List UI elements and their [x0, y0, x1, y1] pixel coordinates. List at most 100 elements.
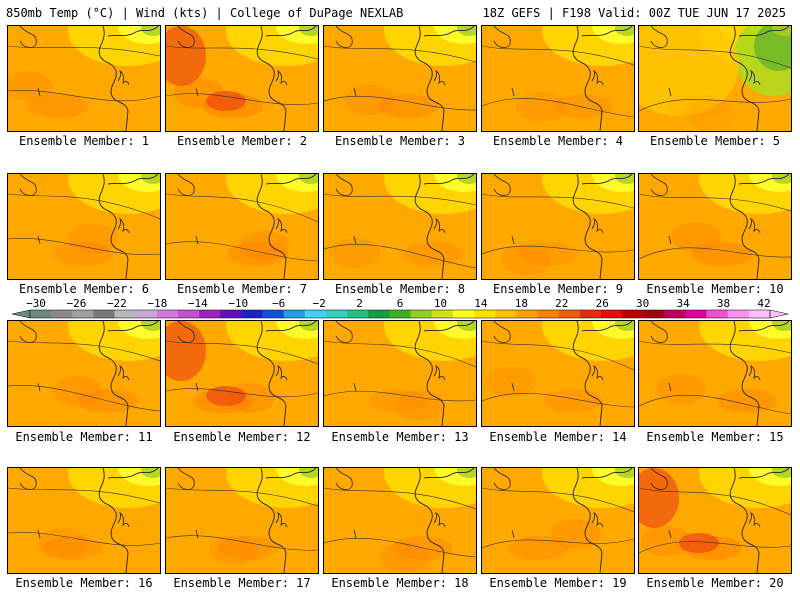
temperature-map [166, 26, 318, 131]
colorbar-tick-label: 6 [396, 297, 404, 310]
ensemble-member-label: Ensemble Member: 13 [331, 430, 469, 444]
ensemble-map-panel [323, 467, 477, 574]
ensemble-member-label: Ensemble Member: 1 [18, 134, 150, 148]
colorbar-swatch [72, 310, 94, 318]
temperature-colorbar [12, 309, 788, 319]
temperature-map [8, 174, 160, 279]
ensemble-map-panel [165, 25, 319, 132]
ensemble-member-label: Ensemble Member: 4 [492, 134, 624, 148]
colorbar-tick-label: −14 [187, 297, 208, 310]
colorbar-swatch [727, 310, 750, 318]
temperature-map [639, 321, 791, 426]
colorbar-swatch [558, 310, 581, 318]
map-title: 850mb Temp (°C) | Wind (kts) | College o… [6, 6, 404, 20]
temperature-map [639, 468, 791, 573]
ensemble-member-label: Ensemble Member: 20 [646, 576, 784, 590]
colorbar-tick-label: −22 [106, 297, 127, 310]
colorbar-tick-label: 34 [676, 297, 690, 310]
colorbar-tick-label: 38 [716, 297, 731, 310]
colorbar-swatch [643, 310, 665, 318]
ensemble-map-panel [7, 25, 161, 132]
colorbar-swatch [199, 310, 221, 318]
colorbar-swatch [262, 310, 285, 318]
colorbar-swatch [474, 310, 496, 318]
colorbar-swatch [283, 310, 306, 318]
temperature-map [324, 26, 476, 131]
temperature-map [324, 468, 476, 573]
colorbar-swatch [664, 310, 686, 318]
ensemble-member-label: Ensemble Member: 15 [646, 430, 784, 444]
ensemble-map-panel [638, 173, 792, 280]
ensemble-map-panel [323, 25, 477, 132]
temperature-map [482, 26, 634, 131]
ensemble-map-panel [7, 467, 161, 574]
temperature-map [482, 468, 634, 573]
colorbar-swatch [326, 310, 348, 318]
colorbar-tick-label: −26 [66, 297, 87, 310]
temperature-map [8, 321, 160, 426]
colorbar-swatch [706, 310, 729, 318]
temperature-map [324, 321, 476, 426]
colorbar-swatch [347, 310, 369, 318]
temperature-map [639, 174, 791, 279]
ensemble-member-label: Ensemble Member: 10 [646, 282, 784, 296]
colorbar-swatch [156, 310, 179, 318]
colorbar-swatch [622, 310, 644, 318]
ensemble-map-panel [638, 320, 792, 427]
colorbar-swatch [93, 310, 115, 318]
ensemble-member-label: Ensemble Member: 11 [15, 430, 153, 444]
colorbar-tick-label: 22 [555, 297, 569, 310]
colorbar-tick-label: 42 [757, 297, 771, 310]
colorbar-swatch [368, 310, 390, 318]
colorbar-swatch [241, 310, 263, 318]
ensemble-map-panel [638, 25, 792, 132]
temperature-map [166, 321, 318, 426]
colorbar-swatch [516, 310, 538, 318]
colorbar-tick-label: 30 [636, 297, 650, 310]
ensemble-member-label: Ensemble Member: 19 [489, 576, 627, 590]
colorbar-tick-label: −30 [26, 297, 46, 310]
ensemble-map-panel [7, 320, 161, 427]
temperature-map [482, 174, 634, 279]
colorbar-swatch [30, 310, 52, 318]
temperature-map [639, 26, 791, 131]
ensemble-member-label: Ensemble Member: 12 [173, 430, 311, 444]
ensemble-map-panel [638, 467, 792, 574]
ensemble-member-label: Ensemble Member: 2 [176, 134, 308, 148]
colorbar-tick-label: −2 [312, 297, 326, 310]
colorbar-swatch [220, 310, 242, 318]
ensemble-map-panel [481, 25, 635, 132]
colorbar-tick-label: −18 [147, 297, 168, 310]
colorbar-tick-label: −10 [228, 297, 249, 310]
colorbar-swatch [537, 310, 559, 318]
colorbar-swatch [600, 310, 623, 318]
ensemble-map-panel [481, 467, 635, 574]
colorbar-swatch [431, 310, 454, 318]
ensemble-member-label: Ensemble Member: 14 [489, 430, 627, 444]
temperature-map [8, 26, 160, 131]
colorbar-swatch [748, 310, 771, 318]
temperature-map [8, 468, 160, 573]
colorbar-swatch [410, 310, 433, 318]
ensemble-member-label: Ensemble Member: 7 [176, 282, 308, 296]
ensemble-member-label: Ensemble Member: 6 [18, 282, 150, 296]
colorbar-tick-label: 2 [356, 297, 363, 310]
colorbar-swatch [51, 310, 73, 318]
ensemble-member-label: Ensemble Member: 5 [649, 134, 781, 148]
ensemble-member-label: Ensemble Member: 18 [331, 576, 469, 590]
temperature-map [324, 174, 476, 279]
ensemble-map-panel [323, 320, 477, 427]
colorbar-tick-label: 10 [433, 297, 448, 310]
colorbar-tick-label: 26 [595, 297, 609, 310]
temperature-map [482, 321, 634, 426]
colorbar-swatch [178, 310, 200, 318]
colorbar-swatch [389, 310, 411, 318]
ensemble-map-panel [165, 173, 319, 280]
colorbar-swatch [304, 310, 327, 318]
ensemble-member-label: Ensemble Member: 17 [173, 576, 311, 590]
temperature-map [166, 468, 318, 573]
model-run-info: 18Z GEFS | F198 Valid: 00Z TUE JUN 17 20… [482, 6, 786, 20]
colorbar-swatch [452, 310, 475, 318]
ensemble-member-label: Ensemble Member: 3 [334, 134, 466, 148]
colorbar-swatch [135, 310, 158, 318]
